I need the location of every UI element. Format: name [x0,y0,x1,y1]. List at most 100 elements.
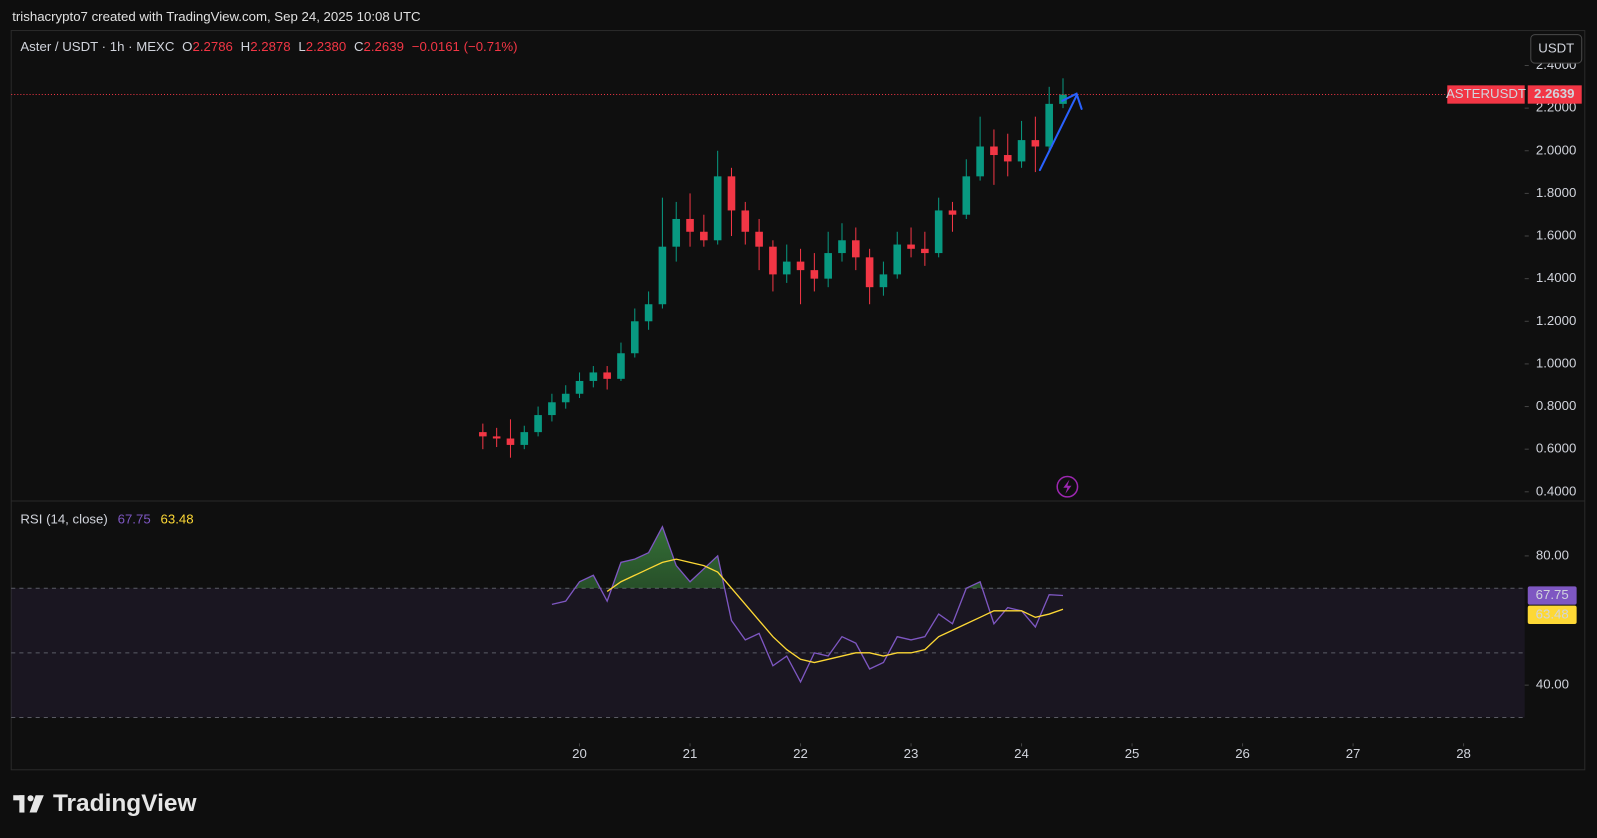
candle-body [755,231,763,247]
x-tick-label: 28 [1456,746,1471,761]
candle-body [617,353,625,379]
x-tick-label: 23 [904,746,919,761]
candle-body [1017,140,1026,162]
currency-button-label[interactable]: USDT [1538,40,1574,55]
legend-o-label: O [182,38,192,53]
overbought-fill [551,526,1063,589]
arrow-annotation [1038,92,1083,172]
rsi-ma-legend-value: 63.48 [160,511,193,526]
candle-body [865,257,874,288]
chart-panel [10,30,1586,771]
candle-body [1031,140,1040,147]
candle-body [851,240,860,258]
header-text: trishacrypto7 created with TradingView.c… [12,9,421,24]
y-tick-label: 80.00 [1536,547,1569,562]
legend-change: −0.0161 (−0.71%) [412,38,518,53]
legend-h: 2.2878 [250,38,290,53]
y-tick-label: 1.0000 [1536,355,1576,370]
y-tick-label: 1.2000 [1536,313,1576,328]
candle-body [810,270,819,279]
candle-body [962,176,971,215]
candle-body [741,210,750,232]
alert-icon [1056,475,1079,498]
candle-body [824,253,832,279]
x-tick-label: 25 [1125,746,1140,761]
price-badge-label: 2.2639 [1534,86,1574,101]
footer-logo[interactable]: TradingView [13,790,197,817]
candle-body [782,261,791,275]
candle-body [1059,94,1067,104]
candle-body [492,436,501,439]
legend-c: 2.2639 [364,38,404,53]
x-tick-label: 21 [683,746,698,761]
candle-body [948,210,957,215]
candle-body [658,246,667,305]
y-tick-label: 1.4000 [1536,270,1576,285]
legend-symbol: Aster / USDT · 1h · MEXC [20,38,174,53]
candle-body [921,248,929,254]
value-badge-label: 63.48 [1536,606,1569,621]
candle-body [976,146,984,177]
candle-body [630,321,639,354]
legend-l-label: L [298,38,305,53]
x-tick-label: 24 [1014,746,1029,761]
currency-button[interactable]: USDT [1530,34,1583,64]
value-badge-label: 67.75 [1536,587,1569,602]
candle-body [934,210,943,254]
y-tick-label: 2.0000 [1536,142,1576,157]
candle-body [879,274,888,288]
rsi-title: RSI (14, close) [20,511,107,526]
rsi-line [551,525,1064,684]
logo-text[interactable]: TradingView [53,790,198,817]
candle-body [769,246,777,275]
x-tick-label: 20 [572,746,587,761]
candle-body [561,393,570,403]
candle-body [700,231,708,241]
y-tick-label: 0.6000 [1536,441,1576,456]
price-badge [1527,85,1582,104]
candle-body [893,244,902,275]
candle-body [575,380,584,394]
y-tick-label: 0.4000 [1536,483,1576,498]
y-tick-label: 1.6000 [1536,228,1576,243]
candle-body [838,240,846,254]
legend-l: 2.2380 [306,38,346,53]
candle-body [727,176,736,211]
rsi-legend: RSI (14, close) 67.75 63.48 [20,511,193,526]
legend-c-label: C [354,38,364,53]
candle-body [603,372,611,379]
candle-body [796,261,805,271]
symbol-badge [1447,85,1525,104]
candle-body [1045,103,1053,147]
candle-body [990,146,998,156]
x-tick-label: 22 [793,746,808,761]
candle-body [534,415,542,433]
candle-body [1003,155,1012,162]
legend-o: 2.2786 [192,38,232,53]
rsi-line [606,558,1064,664]
candle-body [644,304,653,322]
symbol-badge-label: ASTERUSDT [1446,86,1526,101]
candle-body [713,176,722,241]
x-tick-label: 27 [1346,746,1361,761]
y-tick-label: 1.8000 [1536,185,1576,200]
candle-body [506,438,515,445]
price-legend: Aster / USDT · 1h · MEXC O2.2786 H2.2878… [20,38,517,53]
rsi-legend-value: 67.75 [118,511,151,526]
x-tick-label: 26 [1235,746,1250,761]
candle-body [589,372,598,381]
chart-marks: 0.4000 0.6000 0.8000 1.0000 1.2000 1.4000 1.60… [11,57,1582,761]
y-tick-label: 40.00 [1536,677,1569,692]
y-tick-label: 0.8000 [1536,398,1576,413]
value-badge [1527,605,1577,624]
candle-body [548,402,556,416]
candle-body [479,432,487,437]
legend-h-label: H [241,38,251,53]
candle-body [520,432,529,445]
candle-body [686,218,694,232]
candle-body [907,244,915,249]
candle-body [672,218,681,247]
value-badge [1527,586,1577,605]
